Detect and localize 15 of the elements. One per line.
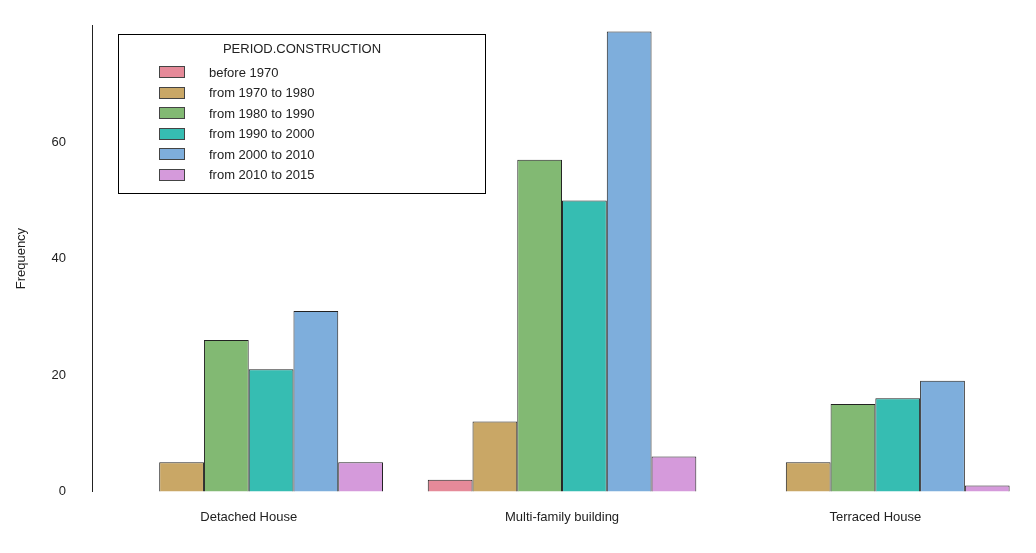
y-tick-label: 60 (51, 133, 67, 149)
legend-label: from 1970 to 1980 (209, 85, 315, 101)
y-tick-label: 40 (51, 250, 67, 266)
legend-title: PERIOD.CONSTRUCTION (221, 41, 383, 56)
legend-label: from 1990 to 2000 (209, 126, 315, 142)
x-tick-label: Multi-family building (504, 508, 620, 524)
legend-label: from 2010 to 2015 (209, 167, 315, 183)
x-tick-label: Terraced House (829, 508, 922, 524)
legend-label: before 1970 (209, 64, 279, 80)
y-tick-label: 20 (51, 366, 67, 382)
legend-label: from 2000 to 2010 (209, 146, 315, 162)
y-tick-label: 0 (58, 482, 67, 498)
legend-label: from 1980 to 1990 (209, 105, 315, 121)
x-tick-label: Detached House (200, 508, 298, 524)
y-axis-title: Frequency (13, 227, 29, 290)
